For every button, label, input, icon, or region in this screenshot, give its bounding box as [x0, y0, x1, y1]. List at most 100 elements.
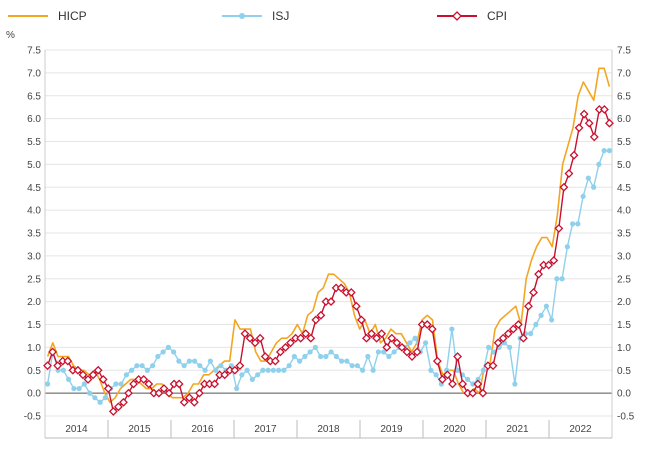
- cpi-point: [255, 333, 265, 343]
- cpi-point: [336, 283, 346, 293]
- isj-point: [333, 353, 339, 360]
- gridlines: [44, 49, 613, 439]
- isj-point: [97, 399, 103, 405]
- isj-point: [543, 303, 549, 309]
- isj-point: [234, 385, 240, 392]
- isj-point: [171, 349, 177, 355]
- isj-point: [181, 363, 187, 369]
- cpi-point: [48, 347, 58, 357]
- isj-point: [564, 244, 570, 250]
- y-tick-label-right: 5.0: [617, 160, 631, 171]
- cpi-point: [301, 329, 311, 339]
- isj-point: [118, 381, 124, 387]
- cpi-point: [108, 407, 118, 416]
- isj-point: [202, 367, 208, 373]
- y-tick-label-right: 6.0: [617, 114, 631, 125]
- y-tick-label-left: 0.0: [27, 389, 41, 400]
- cpi-point: [103, 384, 113, 393]
- cpi-point: [250, 338, 260, 348]
- cpi-point: [164, 388, 174, 398]
- cpi-point: [346, 288, 356, 297]
- isj-point: [249, 376, 255, 382]
- cpi-point: [189, 397, 199, 407]
- isj-point: [375, 349, 381, 355]
- y-tick-label-left: 5.5: [27, 137, 41, 148]
- cpi-point: [589, 132, 599, 142]
- cpi-point: [564, 169, 574, 178]
- isj-point: [428, 367, 434, 373]
- isj-point: [575, 221, 581, 227]
- y-axis-right: -0.5 0.0 0.5 1.0 1.5 2.0 2.5 3.0 3.5 4.0 4.5 5.0 5.5…: [617, 46, 635, 423]
- cpi-point: [407, 352, 417, 361]
- isj-point: [276, 367, 282, 373]
- cpi-point: [427, 324, 437, 334]
- isj-point: [297, 358, 303, 364]
- cpi-point: [93, 365, 103, 375]
- chart-legend: HICP ISJ CPI: [8, 9, 507, 23]
- legend-item-cpi: CPI: [437, 9, 507, 23]
- y-tick-label-right: 0.0: [617, 389, 631, 400]
- isj-point: [533, 321, 539, 328]
- cpi-point: [113, 402, 123, 412]
- isj-point: [239, 372, 245, 378]
- cpi-point: [245, 333, 255, 343]
- cpi-point: [493, 338, 503, 348]
- y-axis-unit-label: %: [6, 30, 15, 41]
- cpi-point: [174, 379, 184, 389]
- cpi-point: [554, 224, 564, 233]
- cpi-point: [159, 384, 169, 393]
- x-year-label: 2016: [191, 424, 214, 435]
- isj-point: [554, 276, 560, 282]
- y-tick-label-right: 0.5: [617, 366, 631, 377]
- isj-point: [71, 385, 77, 392]
- cpi-point: [392, 338, 402, 348]
- cpi-point: [53, 361, 63, 371]
- isj-point: [412, 335, 418, 341]
- isj-point: [370, 367, 376, 373]
- cpi-point: [397, 342, 407, 352]
- y-axis-left: -0.5 0.0 0.5 1.0 1.5 2.0 2.5 3.0 3.5 4.0 4.5 5.0 5.5…: [24, 46, 42, 423]
- cpi-point: [534, 269, 544, 279]
- isj-point: [596, 161, 602, 167]
- cpi-point: [98, 374, 108, 384]
- isj-point: [270, 367, 276, 373]
- cpi-point: [458, 379, 468, 389]
- x-axis: 2014 2015 2016 2017 2018 2019 2020 2021 2022: [65, 420, 592, 438]
- y-tick-label-right: 4.5: [617, 183, 631, 194]
- y-tick-label-left: 2.0: [27, 297, 41, 308]
- cpi-point: [503, 329, 513, 339]
- cpi-point: [569, 150, 579, 160]
- cpi-point: [235, 361, 245, 371]
- y-tick-label-right: 5.5: [617, 137, 631, 148]
- y-tick-label-right: 6.5: [617, 91, 631, 102]
- cpi-point: [599, 105, 609, 114]
- x-year-label: 2017: [254, 424, 277, 435]
- cpi-point: [194, 388, 204, 398]
- cpi-point: [524, 301, 533, 311]
- isj-point: [207, 358, 213, 364]
- cpi-point: [119, 397, 128, 407]
- isj-point: [160, 349, 166, 355]
- isj-point: [538, 312, 544, 318]
- y-tick-label-right: 7.5: [617, 46, 631, 57]
- isj-point: [218, 363, 224, 369]
- isj-point: [213, 367, 219, 373]
- isj-point: [265, 367, 271, 373]
- isj-point: [81, 381, 87, 387]
- cpi-point: [377, 329, 387, 339]
- y-tick-label-left: 6.0: [27, 114, 41, 125]
- y-tick-label-right: 7.0: [617, 68, 631, 79]
- cpi-point: [372, 333, 382, 343]
- isj-point: [433, 372, 439, 378]
- y-tick-label-left: -0.5: [24, 412, 42, 423]
- cpi-point: [453, 352, 463, 361]
- cpi-point: [184, 393, 194, 403]
- cpi-point: [422, 320, 432, 329]
- isj-point: [92, 395, 98, 401]
- y-tick-label-right: 1.0: [617, 343, 631, 354]
- cpi-point: [139, 374, 149, 384]
- isj-point: [486, 344, 492, 350]
- cpi-point: [549, 256, 559, 265]
- cpi-point: [513, 320, 523, 329]
